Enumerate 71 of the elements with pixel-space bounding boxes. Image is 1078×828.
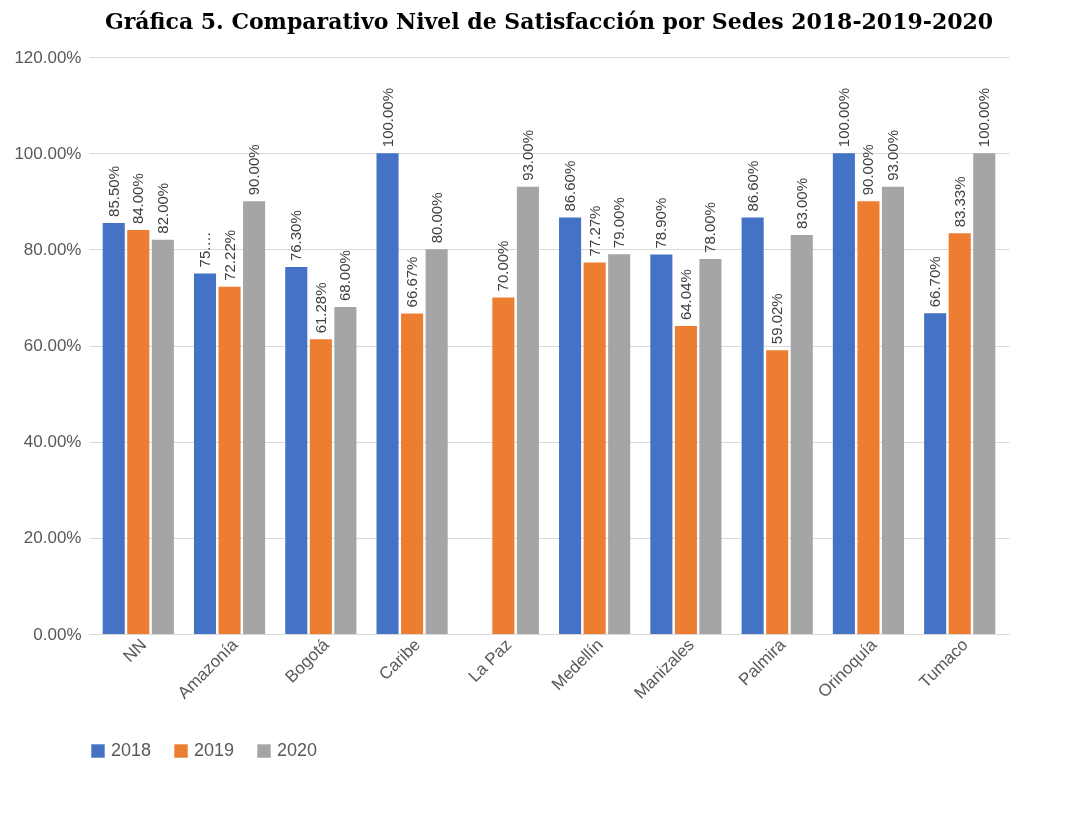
data-label: 61.28% — [311, 282, 329, 334]
bar — [492, 297, 515, 634]
bar — [857, 201, 880, 634]
legend-label: 2019 — [194, 740, 235, 760]
bar — [674, 326, 697, 634]
data-label: 59.02% — [768, 293, 786, 345]
data-label: 83.00% — [792, 178, 810, 229]
bar — [699, 258, 722, 634]
data-label: 70.00% — [494, 240, 512, 292]
bar — [608, 254, 631, 634]
y-tick-label: 120.00% — [14, 47, 82, 67]
data-label: 82.00% — [153, 182, 171, 234]
y-tick-label: 100.00% — [14, 143, 82, 163]
x-tick-label: NN — [119, 635, 151, 666]
data-label: 84.00% — [129, 173, 147, 225]
bar — [425, 249, 448, 634]
bar — [559, 217, 582, 634]
bar — [583, 262, 606, 634]
bar — [376, 153, 399, 634]
data-label: 86.60% — [743, 160, 761, 212]
data-label: 100.00% — [834, 87, 852, 148]
bar — [650, 254, 673, 634]
legend-label: 2018 — [111, 740, 152, 760]
data-label: 93.00% — [883, 129, 901, 181]
data-label: 77.27% — [585, 205, 603, 257]
data-label: 64.04% — [676, 269, 694, 321]
bar — [973, 153, 996, 634]
y-tick-label: 80.00% — [23, 239, 82, 259]
bar — [832, 153, 855, 634]
data-label: 75.… — [196, 231, 214, 268]
y-tick-label: 40.00% — [23, 432, 82, 452]
bar — [790, 234, 813, 634]
data-label: 80.00% — [427, 192, 445, 244]
bar — [766, 350, 789, 634]
bar — [285, 267, 308, 634]
x-tick-label: La Paz — [464, 635, 516, 686]
y-tick-label: 20.00% — [23, 528, 82, 548]
data-label: 78.90% — [652, 197, 670, 249]
y-tick-label: 60.00% — [23, 336, 82, 355]
data-label: 86.60% — [561, 160, 579, 212]
data-label: 66.70% — [926, 256, 944, 308]
data-label: 100.00% — [378, 87, 396, 148]
legend-label: 2020 — [277, 740, 318, 760]
data-label: 78.00% — [701, 202, 719, 253]
bar — [193, 273, 217, 634]
bar — [102, 222, 125, 634]
data-label: 83.33% — [950, 176, 968, 228]
bar — [881, 186, 905, 634]
data-label: 76.30% — [287, 210, 305, 262]
y-tick-label: 0.00% — [33, 624, 82, 644]
bar — [218, 286, 241, 634]
bar — [924, 313, 947, 634]
bar — [401, 313, 424, 634]
data-label: 68.00% — [336, 250, 354, 302]
data-label: 72.22% — [220, 229, 238, 281]
bar — [309, 339, 332, 634]
data-label: 66.67% — [403, 256, 421, 308]
data-label: 90.00% — [859, 144, 877, 196]
bar — [127, 230, 150, 634]
bar — [948, 233, 971, 634]
data-label: 93.00% — [518, 129, 536, 181]
bar — [151, 239, 174, 634]
bar — [243, 201, 266, 634]
bar — [516, 186, 539, 634]
bar — [741, 217, 764, 634]
data-label: 85.50% — [104, 166, 122, 217]
data-label: 79.00% — [610, 197, 628, 249]
data-label: 90.00% — [245, 144, 263, 196]
chart-title: Gráfica 5. Comparativo Nivel de Satisfacción por Sedes 2018-2019-2020 — [104, 8, 994, 34]
bar — [334, 307, 357, 634]
data-label: 100.00% — [975, 87, 993, 148]
